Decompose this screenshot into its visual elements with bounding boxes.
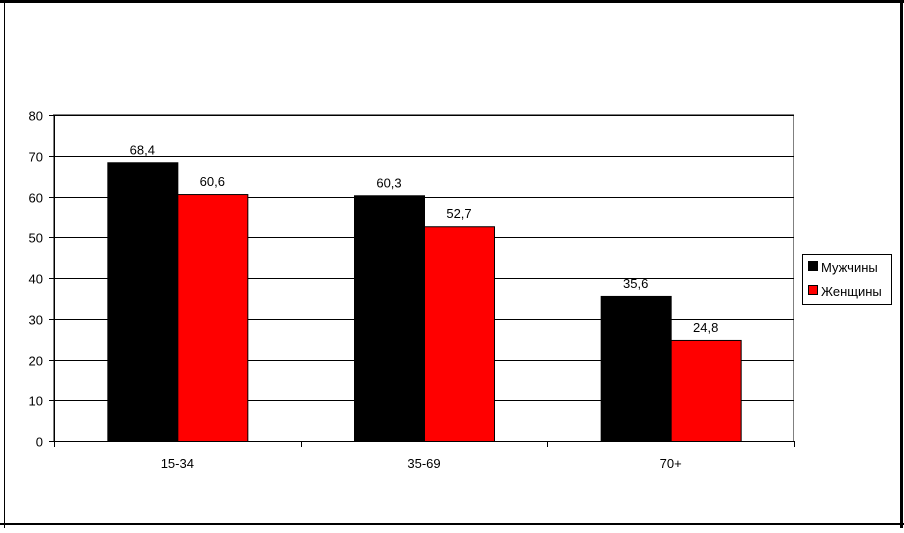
data-label: 24,8 xyxy=(693,320,718,335)
y-tick-label: 80 xyxy=(29,109,43,124)
y-tick-label: 60 xyxy=(29,191,43,206)
data-label: 35,6 xyxy=(623,276,648,291)
y-tick-label: 50 xyxy=(29,231,43,246)
y-tick-label: 0 xyxy=(36,435,43,450)
data-label: 60,3 xyxy=(376,175,401,190)
legend-label: Женщины xyxy=(821,284,882,299)
bar-men xyxy=(107,162,179,443)
bar-men xyxy=(600,295,672,442)
y-tick-label: 20 xyxy=(29,354,43,369)
y-tick-label: 40 xyxy=(29,272,43,287)
x-tick-label: 15-34 xyxy=(161,456,194,471)
y-tick-label: 70 xyxy=(29,150,43,165)
y-axis: 0 10 20 30 40 50 60 70 80 xyxy=(29,109,55,450)
legend-swatch xyxy=(808,285,818,295)
legend-swatch xyxy=(808,261,818,271)
data-label: 52,7 xyxy=(446,206,471,221)
x-tick-label: 35-69 xyxy=(407,456,440,471)
y-tick-label: 30 xyxy=(29,313,43,328)
data-labels: 68,4 60,6 60,3 52,7 35,6 24,8 xyxy=(130,142,719,335)
legend: Мужчины Женщины xyxy=(808,260,882,299)
bars xyxy=(107,162,742,443)
x-axis: 15-34 35-69 70+ xyxy=(54,441,795,471)
legend-box xyxy=(802,254,892,305)
data-label: 60,6 xyxy=(200,174,225,189)
bar-women xyxy=(424,226,495,442)
legend-label: Мужчины xyxy=(821,260,878,275)
data-label: 68,4 xyxy=(130,142,155,157)
x-tick-label: 70+ xyxy=(660,456,682,471)
bar-men xyxy=(354,195,425,442)
y-tick-label: 10 xyxy=(29,394,43,409)
bar-women xyxy=(670,339,742,442)
bar-women xyxy=(177,194,249,442)
